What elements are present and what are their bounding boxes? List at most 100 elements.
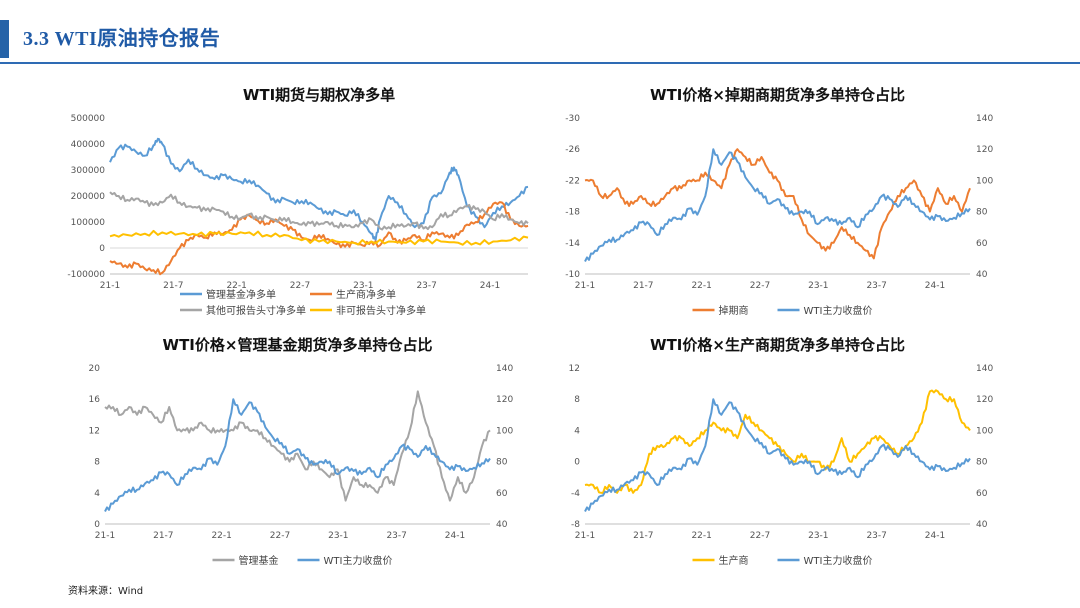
x-tick-label: 21-7 — [633, 281, 653, 291]
y-right-tick-label: 100 — [496, 426, 513, 436]
chart-producer: WTI价格×生产商期货净多单持仓占比 12 8 4 0 -4 -8 140 120 100 80 60… — [540, 328, 1020, 573]
x-tick-label: 22-7 — [270, 531, 290, 541]
series-line — [584, 389, 971, 494]
chart-swap-dealer: WTI价格×掉期商期货净多单持仓占比 -30 -26 -22 -18 -14 -10 140 1… — [540, 78, 1020, 323]
x-tick-label: 22-7 — [290, 281, 310, 291]
legend-label: WTI主力收盘价 — [324, 554, 393, 567]
chart-title: WTI价格×掉期商期货净多单持仓占比 — [650, 86, 905, 104]
x-tick-label: 23-1 — [808, 281, 828, 291]
y-right-tick-label: 120 — [976, 145, 993, 155]
legend-label: 生产商净多单 — [336, 288, 396, 301]
legend-label: WTI主力收盘价 — [804, 554, 873, 567]
y-tick-label: -18 — [565, 208, 580, 218]
y-tick-label: 300000 — [71, 166, 106, 176]
x-tick-label: 21-7 — [153, 531, 173, 541]
chart-svg: WTI期货与期权净多单 500000 400000 300000 200000 10000… — [67, 86, 529, 317]
x-tick-label: 24-1 — [445, 531, 465, 541]
y-right-tick-label: 140 — [496, 364, 513, 374]
chart-wti-net-long: WTI期货与期权净多单 500000 400000 300000 200000 10000… — [60, 78, 540, 323]
chart-svg: WTI价格×掉期商期货净多单持仓占比 -30 -26 -22 -18 -14 -10 140 1… — [565, 86, 993, 317]
x-tick-label: 21-1 — [95, 531, 115, 541]
y-tick-label: 16 — [89, 395, 101, 405]
legend-label: 管理基金净多单 — [206, 288, 276, 301]
y-right-tick-label: 60 — [496, 489, 508, 499]
series-line — [584, 148, 971, 260]
y-right-tick-label: 60 — [976, 489, 988, 499]
y-tick-label: -14 — [565, 239, 580, 249]
x-tick-label: 21-1 — [575, 281, 595, 291]
y-right-tick-label: 60 — [976, 239, 988, 249]
y-tick-label: 400000 — [71, 140, 106, 150]
series-line — [109, 201, 529, 276]
y-tick-label: 200000 — [71, 192, 106, 202]
x-tick-label: 24-1 — [925, 281, 945, 291]
series-line — [104, 398, 491, 512]
x-tick-label: 23-1 — [353, 281, 373, 291]
chart-title: WTI期货与期权净多单 — [243, 86, 395, 104]
x-tick-label: 22-1 — [211, 531, 231, 541]
y-right-tick-label: 40 — [976, 270, 988, 280]
x-tick-label: 23-7 — [386, 531, 406, 541]
header-accent-bar — [0, 20, 9, 58]
x-tick-label: 23-7 — [866, 531, 886, 541]
series-line — [584, 148, 971, 262]
y-tick-label: -22 — [565, 176, 580, 186]
series-line — [109, 137, 529, 242]
legend-label: 非可报告头寸净多单 — [336, 304, 426, 317]
series-line — [584, 398, 971, 512]
y-tick-label: 0 — [94, 520, 100, 530]
y-right-tick-label: 140 — [976, 114, 993, 124]
x-tick-label: 23-7 — [866, 281, 886, 291]
y-tick-label: 500000 — [71, 114, 106, 124]
x-tick-label: 24-1 — [925, 531, 945, 541]
y-tick-label: 8 — [94, 458, 100, 468]
y-right-tick-label: 140 — [976, 364, 993, 374]
chart-managed-money: WTI价格×管理基金期货净多单持仓占比 20 16 12 8 4 0 140 120 100 80 6… — [60, 328, 540, 573]
y-tick-label: 12 — [569, 364, 580, 374]
x-tick-label: 22-7 — [750, 531, 770, 541]
y-right-tick-label: 40 — [496, 520, 508, 530]
series-line — [109, 229, 529, 246]
y-tick-label: -10 — [565, 270, 580, 280]
y-right-tick-label: 120 — [496, 395, 513, 405]
y-tick-label: 8 — [574, 395, 580, 405]
legend-label: WTI主力收盘价 — [804, 304, 873, 317]
y-tick-label: 0 — [99, 244, 105, 254]
x-tick-label: 23-1 — [328, 531, 348, 541]
y-tick-label: 20 — [89, 364, 101, 374]
y-tick-label: -4 — [571, 489, 580, 499]
x-tick-label: 22-1 — [691, 531, 711, 541]
y-tick-label: 0 — [574, 458, 580, 468]
legend-label: 掉期商 — [719, 304, 749, 317]
legend-label: 管理基金 — [239, 554, 279, 567]
legend-label: 生产商 — [719, 554, 749, 567]
header-divider — [0, 62, 1080, 64]
y-tick-label: -100000 — [67, 270, 105, 280]
chart-title: WTI价格×生产商期货净多单持仓占比 — [650, 336, 905, 354]
chart-svg: WTI价格×生产商期货净多单持仓占比12840-4-81401201008060… — [569, 336, 994, 567]
x-tick-label: 22-1 — [691, 281, 711, 291]
series-line — [104, 390, 491, 502]
series-line — [109, 191, 529, 231]
y-right-tick-label: 80 — [496, 458, 508, 468]
x-tick-label: 22-1 — [226, 281, 246, 291]
y-right-tick-label: 100 — [976, 426, 993, 436]
x-tick-label: 21-7 — [163, 281, 183, 291]
x-tick-label: 24-1 — [480, 281, 500, 291]
legend-label: 其他可报告头寸净多单 — [206, 304, 306, 317]
x-tick-label: 23-7 — [416, 281, 436, 291]
y-right-tick-label: 40 — [976, 520, 988, 530]
y-tick-label: 4 — [574, 426, 580, 436]
y-right-tick-label: 100 — [976, 176, 993, 186]
y-tick-label: -30 — [565, 114, 580, 124]
x-tick-label: 21-7 — [633, 531, 653, 541]
x-tick-label: 21-1 — [575, 531, 595, 541]
y-right-tick-label: 120 — [976, 395, 993, 405]
x-tick-label: 22-7 — [750, 281, 770, 291]
y-tick-label: -26 — [565, 145, 580, 155]
y-right-tick-label: 80 — [976, 458, 988, 468]
chart-svg: WTI价格×管理基金期货净多单持仓占比201612840140120100806… — [89, 336, 514, 567]
x-tick-label: 21-1 — [100, 281, 120, 291]
y-tick-label: 12 — [89, 426, 100, 436]
y-tick-label: -8 — [571, 520, 580, 530]
